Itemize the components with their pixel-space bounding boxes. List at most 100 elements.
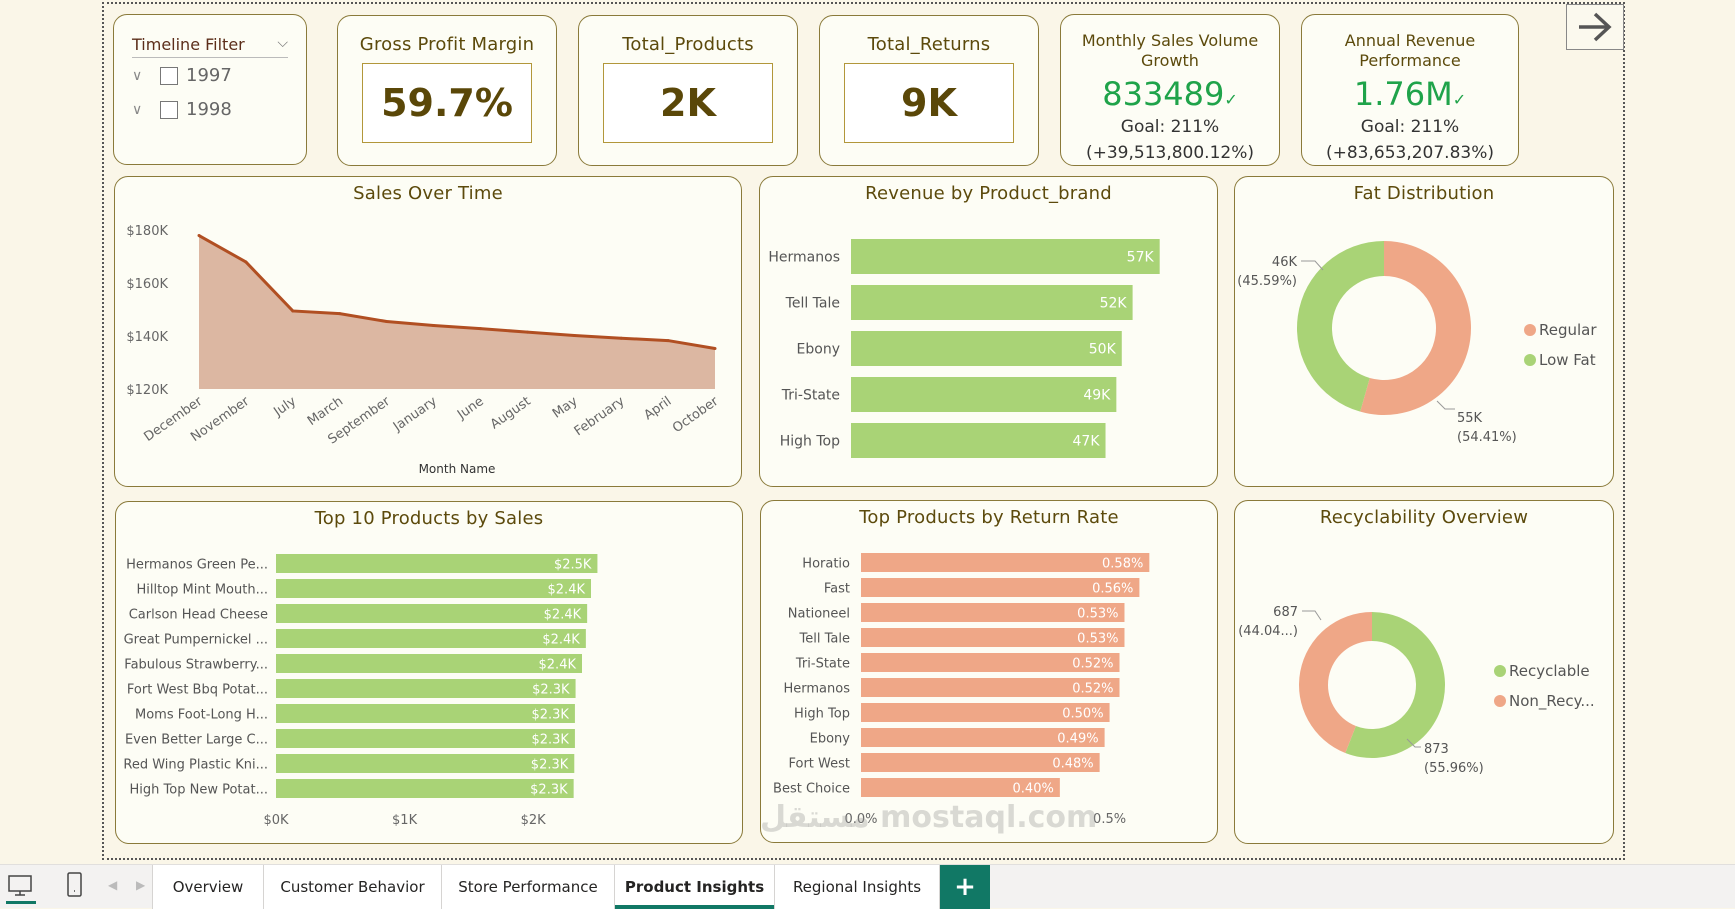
next-page-button[interactable] (1566, 4, 1624, 50)
data-label: $2.3K (532, 683, 570, 698)
check-icon: ✓ (1452, 90, 1467, 109)
bar (861, 628, 1125, 647)
expand-chevron-icon[interactable]: ∨ (132, 67, 143, 84)
bar (851, 239, 1160, 274)
recyclability-chart: 873 (55.96%) Recyclable 687 (44.04...) Non_Re… (1238, 605, 1594, 776)
legend-marker (1524, 354, 1536, 366)
tab-overview[interactable]: Overview (152, 865, 264, 909)
category-label: Hermanos (784, 682, 851, 697)
bar (851, 423, 1106, 458)
data-label: $2.4K (548, 583, 586, 598)
area-fill (199, 235, 715, 389)
sales-over-time-card: Sales Over Time $120K $140K $160K $180K Dece… (114, 176, 742, 487)
x-tick-label: $0K (263, 813, 289, 828)
chart-title: Sales Over Time (353, 183, 503, 204)
kpi-value: 833489✓ (1061, 75, 1279, 113)
data-label: 0.56% (1092, 582, 1133, 597)
bar (861, 578, 1140, 597)
bar (861, 753, 1100, 772)
category-label: Hermanos (768, 250, 840, 266)
bar (276, 679, 576, 698)
checkbox[interactable] (160, 66, 178, 85)
data-point (432, 323, 436, 327)
slicer-item[interactable]: ∨ 1997 (132, 65, 232, 86)
category-label: Fabulous Strawberry... (124, 658, 268, 673)
kpi-goal: Goal: 211% (1360, 117, 1460, 137)
phone-icon (67, 872, 82, 897)
bar (276, 629, 586, 648)
data-point (525, 330, 529, 334)
category-label: Red Wing Plastic Kni... (123, 758, 268, 773)
callout-line (1406, 738, 1421, 748)
slice-value-label: 873 (1424, 742, 1449, 757)
data-label: 0.52% (1072, 657, 1113, 672)
tab-label: Store Performance (458, 878, 598, 896)
bar (276, 704, 575, 723)
bar (276, 729, 575, 748)
tab-label: Overview (172, 878, 244, 896)
kpi-delta: (+83,653,207.83%) (1325, 143, 1495, 163)
arrow-right-icon (1579, 12, 1612, 42)
x-tick-label: 0.5% (1093, 812, 1126, 827)
x-tick-label: $1K (392, 813, 418, 828)
kpi-title: Total_Returns (867, 34, 991, 55)
x-tick-label: January (390, 394, 440, 435)
tab-product-insights[interactable]: Product Insights (615, 865, 775, 909)
kpi-value-box: 2K (603, 63, 773, 143)
data-label: 0.52% (1072, 682, 1113, 697)
chart-title: Revenue by Product_brand (865, 183, 1112, 204)
legend-label: Low Fat (1539, 351, 1596, 369)
chevron-down-icon[interactable]: ⌵ (277, 35, 288, 51)
x-tick-label: March (305, 394, 346, 429)
return-rate-card: Top Products by Return Rate Horatio 0.58%… (760, 500, 1218, 843)
data-label: 50K (1089, 342, 1117, 358)
fat-distribution-chart: 55K (54.41%) Regular 46K (45.59%) Low Fat (1237, 241, 1597, 445)
bar (861, 703, 1110, 722)
kpi-value: 2K (660, 81, 716, 125)
x-tick-label: October (670, 394, 722, 437)
scroll-left-icon[interactable]: ◀ (108, 878, 118, 892)
checkbox[interactable] (160, 100, 178, 119)
expand-chevron-icon[interactable]: ∨ (132, 101, 143, 118)
data-point (666, 339, 670, 343)
category-label: Hermanos Green Pe... (126, 558, 268, 573)
chart-title: Top 10 Products by Sales (314, 508, 544, 529)
bar (861, 678, 1120, 697)
slice-percent-label: (45.59%) (1237, 274, 1297, 289)
tab-customer-behavior[interactable]: Customer Behavior (264, 865, 442, 909)
slicer-item[interactable]: ∨ 1998 (132, 99, 232, 120)
chart-title: Recyclability Overview (1319, 507, 1529, 528)
tab-label: Product Insights (624, 878, 765, 896)
tab-regional-insights[interactable]: Regional Insights (775, 865, 940, 909)
category-label: Horatio (802, 557, 850, 572)
kpi-gross-profit-margin: Gross Profit Margin 59.7% (337, 15, 557, 166)
chart-title: Top Products by Return Rate (859, 507, 1119, 528)
data-label: 49K (1083, 388, 1111, 404)
category-label: Tell Tale (799, 632, 850, 647)
chart-title: Fat Distribution (1353, 183, 1495, 204)
category-label: Great Pumpernickel ... (124, 633, 268, 648)
x-tick-label: May (550, 394, 581, 422)
slicer-title-text: Timeline Filter (132, 35, 245, 54)
data-label: 47K (1073, 434, 1101, 450)
kpi-total-returns: Total_Returns 9K (819, 15, 1039, 166)
slice-percent-label: (55.96%) (1424, 761, 1484, 776)
bar (276, 554, 598, 573)
mobile-view-button[interactable] (66, 871, 84, 899)
add-page-button[interactable]: + (940, 865, 990, 909)
desktop-view-button[interactable] (6, 873, 36, 905)
scroll-right-icon[interactable]: ▶ (136, 878, 146, 892)
category-label: Even Better Large C... (125, 733, 268, 748)
page-tab-bar: ◀ ▶ Overview Customer Behavior Store Per… (0, 864, 1735, 909)
timeline-filter-slicer[interactable]: Timeline Filter ⌵ ∨ 1997 ∨ 1998 (113, 14, 307, 165)
category-label: Hilltop Mint Mouth... (137, 583, 269, 598)
category-label: Best Choice (773, 782, 850, 797)
category-label: Carlson Head Cheese (129, 608, 268, 623)
revenue-by-brand-chart: Hermanos 57K Tell Tale 52K Ebony 50K Tri-State… (768, 239, 1160, 458)
kpi-goal: Goal: 211% (1120, 117, 1220, 137)
tab-store-performance[interactable]: Store Performance (442, 865, 615, 909)
slicer-title: Timeline Filter ⌵ (132, 35, 288, 58)
kpi-monthly-sales-growth: Monthly Sales Volume Growth 833489✓ Goal… (1060, 14, 1280, 166)
y-tick-label: $120K (126, 383, 168, 398)
x-tick-label: 0.0% (844, 812, 877, 827)
